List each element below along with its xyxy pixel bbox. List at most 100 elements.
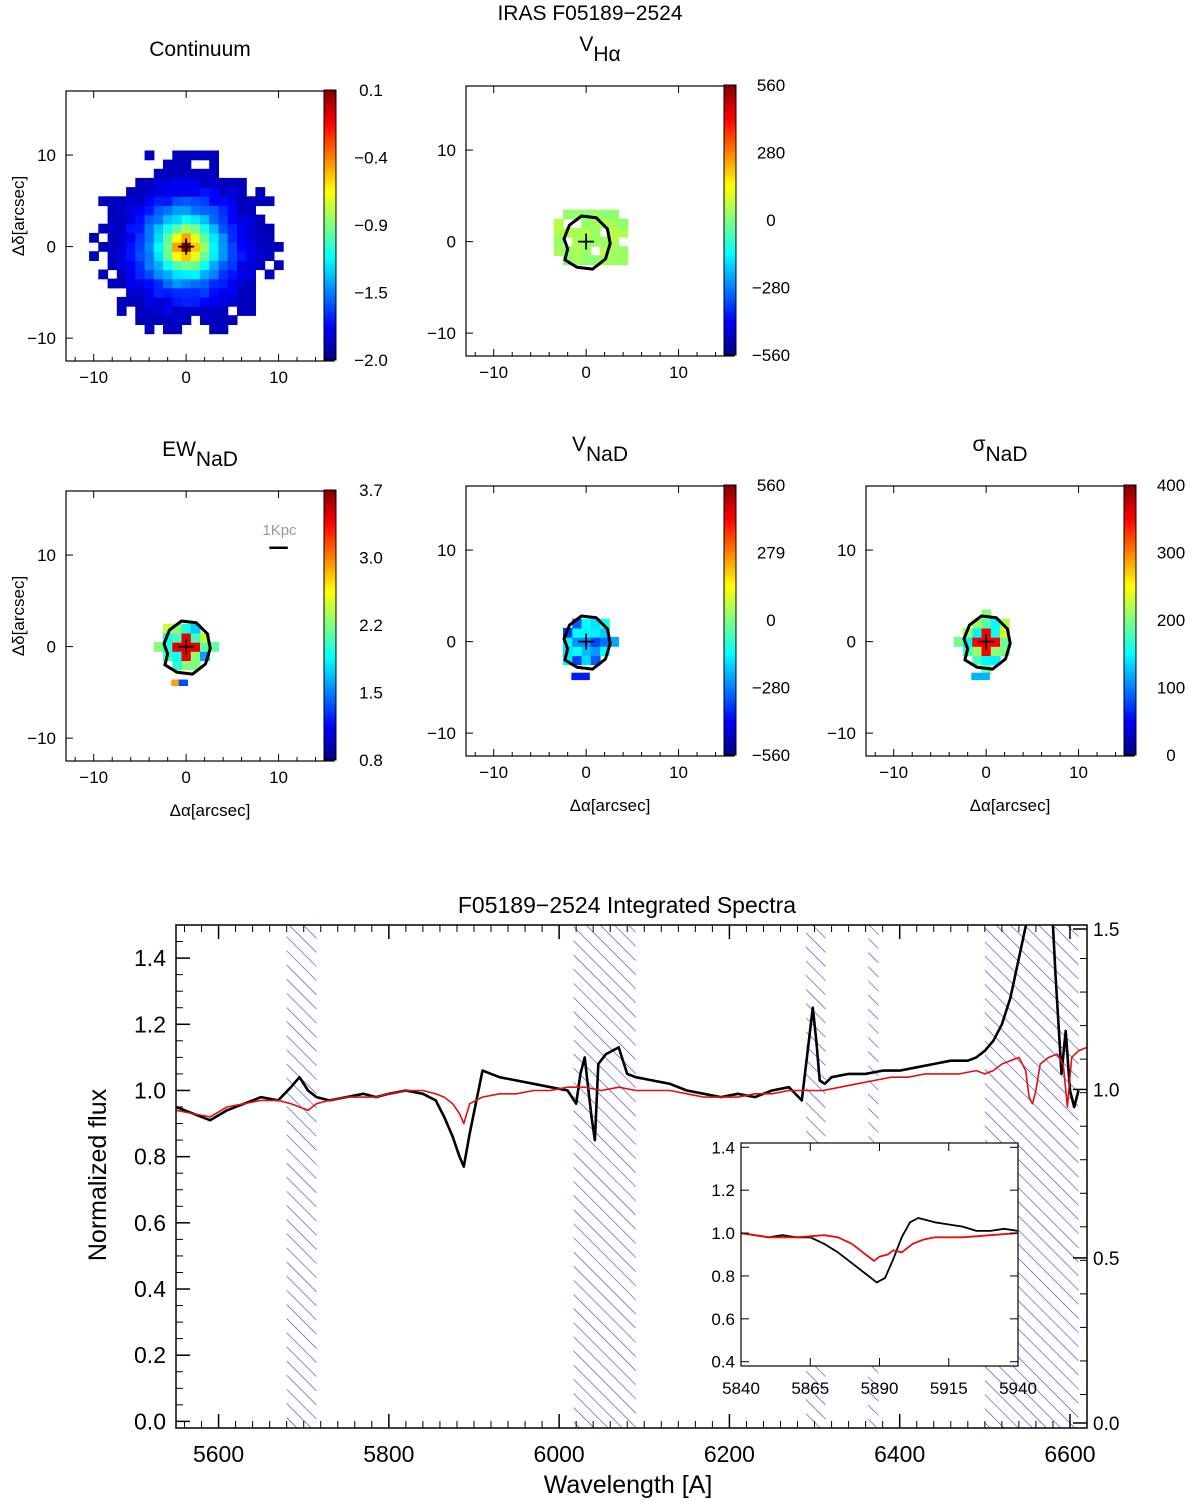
map-pixel [126,242,136,252]
map-pixel [172,623,183,634]
map-pixel [264,251,275,261]
map-pixel [153,296,164,307]
map-pixel [144,223,155,234]
map-pixel [163,278,173,289]
map-pixel [107,242,118,252]
map-pixel [98,196,109,207]
map-pixel [246,214,256,225]
colorbar-tick-label: 280 [757,144,785,163]
y-tick-label: 1.2 [134,1011,166,1037]
map-pixel [246,287,256,298]
map-pixel [172,324,183,335]
map-pixel [172,232,183,243]
map-pixel [990,646,1001,656]
colorbar-tick-label: 1.5 [359,684,383,703]
map-title-sub: NaD [196,448,238,471]
map-pixel [1000,618,1010,629]
masked-region [573,925,636,1428]
map-pixel [218,232,229,243]
map-pixel [600,637,610,647]
map-pixel [172,196,183,207]
map-title-main: Continuum [149,38,251,61]
y-tick-label: 0.0 [134,1408,166,1434]
map-pixel [172,642,183,652]
y-tick-label: 0 [47,238,56,257]
map-pixel [246,251,256,261]
map-pixel [200,269,210,280]
map-pixel [218,223,229,234]
map-pixel [563,209,573,220]
y-tick-label: 0 [847,633,856,652]
map-pixel [246,269,256,280]
map-pixel [227,296,238,307]
map-pixel [600,627,610,638]
map-pixel [153,251,164,261]
inset-y-tick-label: 0.6 [711,1310,735,1329]
map-pixel [135,223,146,234]
map-pixel [153,242,164,252]
map-pixel [116,269,127,280]
x-tick-label: 10 [269,368,288,387]
map-pixel [144,306,155,316]
spectrum-title: F05189−2524 Integrated Spectra [458,892,796,918]
map-pixel [227,287,238,298]
map-pixel [153,306,164,316]
colorbar-tick-label: −560 [752,746,790,765]
map-pixel [227,187,238,197]
inset-background [741,1143,1018,1366]
inset-y-tick-label: 0.8 [711,1267,735,1286]
map-pixel [209,260,219,271]
map-pixel [144,315,155,325]
map-pixel [237,187,247,197]
map-pixel [600,646,610,656]
map-pixel [218,214,229,225]
map-pixel [581,255,592,266]
y-tick-label: −10 [427,724,456,743]
map-pixel [144,150,155,161]
contour-line [962,614,1012,671]
map-pixel [572,255,583,266]
map-pixel [89,232,99,243]
map-pixel [181,214,192,225]
map-pixel [135,306,146,316]
map-pixel [990,627,1001,638]
map-pixel [181,196,192,207]
map-pixel [200,242,210,252]
map-pixel [1000,646,1010,656]
map-pixel [255,214,266,225]
x-tick-label: 10 [669,363,688,382]
colorbar-tick-label: −280 [752,679,790,698]
map-pixel [981,655,992,666]
map-pixels [563,618,619,681]
map-pixel [246,242,256,252]
colorbar-tick-label: −1.5 [354,284,388,303]
x-tick-label: 0 [181,768,190,787]
y-tick-label: −10 [827,724,856,743]
map-pixel [172,168,183,179]
x-tick-label: 10 [269,768,288,787]
map-pixel [135,315,146,325]
map-pixel [126,223,136,234]
map-pixel [172,242,183,252]
map-title: σNaD [973,433,1028,466]
map-pixel [200,232,210,243]
map-pixel [618,227,629,238]
x-tick-label: −10 [879,763,908,782]
y-tick-label: 0.4 [134,1276,166,1302]
map-pixel [963,637,973,647]
map-pixel [200,223,210,234]
map-pixel [227,251,238,261]
x-tick-label: 0 [581,363,590,382]
map-pixel [237,251,247,261]
inset-x-tick-label: 5840 [722,1379,760,1398]
map-pixel [98,223,109,234]
map-pixel [200,642,210,652]
map-pixel [572,637,583,647]
map-pixel [190,168,201,179]
map-title-main: V [579,33,593,56]
map-pixel [581,209,592,220]
y-tick-label: 0.2 [134,1342,166,1368]
map-pixel [163,315,173,325]
map-pixel [181,205,192,216]
